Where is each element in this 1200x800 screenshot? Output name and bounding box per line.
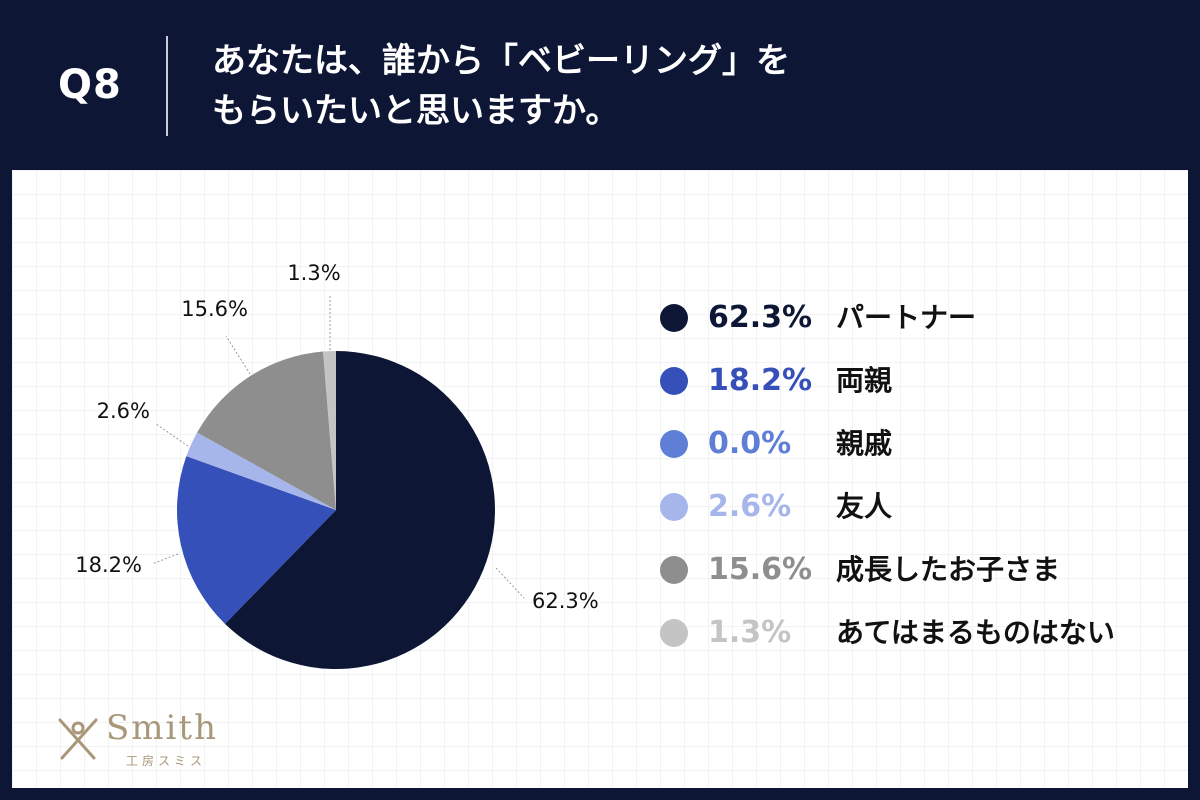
leader-line-1 — [151, 553, 179, 565]
legend-item-0: 62.3% パートナー — [660, 290, 1180, 353]
legend-label: パートナー — [836, 301, 977, 334]
legend-swatch — [660, 367, 688, 395]
leader-line-3 — [155, 423, 189, 447]
legend-swatch — [660, 304, 688, 332]
smith-logo: Smith 工房スミス — [48, 708, 238, 772]
pie-slice-1 — [177, 456, 336, 624]
slice-label-5: 1.3% — [287, 261, 340, 285]
legend-label: 友人 — [836, 490, 893, 523]
pie-chart: 62.3% 18.2% 2.6% 15.6% 1.3% — [75, 261, 599, 669]
legend-swatch — [660, 430, 688, 458]
pie-slice-3 — [186, 432, 336, 510]
legend-item-5: 1.3% あてはまるものはない — [660, 605, 1180, 668]
leader-line-0 — [495, 567, 525, 599]
legend-percent: 18.2% — [708, 363, 813, 398]
legend-item-1: 18.2% 両親 — [660, 353, 1180, 416]
legend-label: あてはまるものはない — [836, 616, 1115, 649]
crossed-tools-icon — [58, 718, 98, 760]
legend-item-2: 0.0% 親戚 — [660, 416, 1180, 479]
legend-percent: 0.0% — [708, 426, 792, 461]
legend-label: 親戚 — [836, 427, 893, 460]
logo-wordmark: Smith — [106, 708, 218, 748]
legend: 62.3% パートナー 18.2% 両親 0.0% 親戚 2.6% 友人 15.6% 成長したお子… — [660, 290, 1180, 668]
header-divider — [166, 36, 168, 136]
question-number: Q8 — [58, 62, 122, 108]
slice-label-3: 2.6% — [97, 399, 150, 423]
legend-percent: 2.6% — [708, 489, 792, 524]
question-line-2: もらいたいと思いますか。 — [212, 91, 620, 131]
legend-item-3: 2.6% 友人 — [660, 479, 1180, 542]
logo-subtitle: 工房スミス — [126, 754, 207, 768]
legend-label: 成長したお子さま — [836, 553, 1061, 586]
pie-slice-5 — [323, 351, 336, 510]
pie-slice-4 — [197, 351, 336, 510]
slice-label-4: 15.6% — [181, 297, 248, 321]
question-text: あなたは、誰から「ベビーリング」を もらいたいと思いますか。 — [212, 36, 972, 136]
legend-percent: 62.3% — [708, 300, 813, 335]
leader-line-4 — [225, 335, 251, 375]
legend-label: 両親 — [836, 364, 893, 397]
legend-swatch — [660, 493, 688, 521]
pie-slice-0 — [224, 351, 495, 669]
slice-label-0: 62.3% — [532, 589, 599, 613]
legend-item-4: 15.6% 成長したお子さま — [660, 542, 1180, 605]
slice-label-1: 18.2% — [75, 553, 142, 577]
question-line-1: あなたは、誰から「ベビーリング」を — [212, 41, 790, 81]
legend-percent: 1.3% — [708, 615, 792, 650]
legend-percent: 15.6% — [708, 552, 813, 587]
legend-swatch — [660, 556, 688, 584]
chart-panel: 62.3% 18.2% 2.6% 15.6% 1.3% 62.3% パートナー 18.2% 両… — [12, 170, 1188, 788]
header: Q8 あなたは、誰から「ベビーリング」を もらいたいと思いますか。 — [0, 0, 1200, 170]
legend-swatch — [660, 619, 688, 647]
